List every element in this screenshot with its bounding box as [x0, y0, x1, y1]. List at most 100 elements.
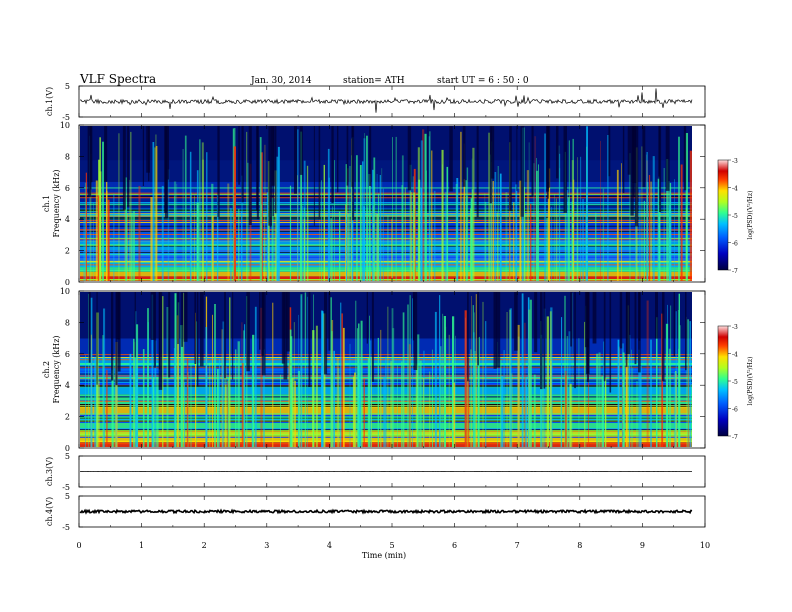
sferic-streak — [625, 360, 628, 447]
sferic-streak — [551, 206, 552, 281]
sferic-streak — [465, 180, 467, 281]
sferic-streak — [263, 215, 265, 281]
sferic-streak — [304, 292, 307, 447]
sferic-streak — [106, 370, 108, 447]
quiet-gap — [467, 292, 469, 382]
quiet-gap — [574, 292, 576, 389]
sferic-streak — [376, 174, 378, 281]
quiet-gap — [294, 126, 297, 194]
quiet-gap — [318, 126, 321, 220]
sferic-streak — [351, 138, 352, 281]
tone-line — [80, 400, 692, 402]
sferic-streak — [513, 202, 515, 281]
sferic-streak — [167, 356, 169, 447]
sferic-streak — [422, 377, 425, 447]
sferic-streak — [667, 181, 670, 281]
tone-line — [80, 222, 692, 223]
quiet-gap — [324, 292, 328, 375]
sferic-streak — [294, 380, 296, 447]
sferic-streak — [404, 187, 406, 281]
quiet-gap — [146, 126, 150, 173]
ch1-spectrogram-image — [80, 126, 692, 281]
sferic-streak — [432, 359, 433, 447]
ch1-colorbar — [717, 159, 729, 271]
sferic-streak — [578, 338, 580, 447]
sferic-streak — [595, 212, 597, 281]
y-axis-label: ch.1(V) — [45, 87, 54, 116]
sferic-streak — [306, 165, 309, 281]
quiet-gap — [625, 292, 628, 368]
no-data-area — [692, 292, 705, 447]
sferic-streak — [154, 340, 157, 447]
sferic-streak — [596, 353, 599, 447]
tone-line — [80, 378, 692, 380]
tone-line — [80, 432, 692, 434]
y-tick-label: -5 — [62, 483, 70, 492]
tone-line — [80, 234, 692, 235]
sferic-streak — [636, 381, 638, 447]
gap-line — [80, 210, 692, 211]
x-tick-label: 1 — [139, 541, 144, 550]
sferic-streak — [106, 190, 108, 281]
sferic-streak — [537, 210, 539, 281]
sferic-streak — [327, 148, 330, 281]
sferic-streak — [298, 314, 299, 447]
sferic-streak — [600, 140, 601, 281]
sferic-streak — [546, 316, 549, 447]
quiet-gap — [268, 126, 272, 226]
ch4-trace — [79, 508, 693, 515]
sferic-streak — [307, 296, 308, 447]
frequency-band — [80, 394, 692, 406]
tone-line — [80, 197, 692, 199]
x-tick-label: 4 — [327, 541, 332, 550]
sferic-streak — [206, 152, 208, 281]
sferic-streak — [360, 320, 363, 447]
sferic-streak — [566, 375, 568, 447]
sferic-streak — [585, 216, 587, 281]
sferic-streak — [484, 201, 487, 281]
sferic-streak — [428, 136, 430, 281]
x-tick-label: 0 — [76, 541, 81, 550]
gap-line — [80, 209, 692, 211]
sferic-streak — [150, 197, 153, 281]
sferic-streak — [209, 362, 211, 447]
sferic-streak — [333, 350, 335, 447]
tone-line — [80, 220, 692, 222]
sferic-streak — [272, 302, 274, 447]
quiet-gap — [659, 126, 662, 213]
sferic-streak — [621, 163, 622, 281]
colorbar-tick-label: -4 — [732, 186, 738, 193]
sferic-streak — [336, 357, 339, 447]
start-time-label: start UT = 6 : 50 : 0 — [437, 76, 529, 86]
sferic-streak — [334, 160, 335, 281]
sferic-streak — [678, 136, 680, 281]
sferic-streak — [544, 133, 546, 281]
sferic-streak — [182, 149, 184, 281]
sferic-streak — [689, 150, 692, 281]
sferic-streak — [668, 348, 671, 447]
tone-line — [80, 213, 692, 215]
sferic-streak — [528, 142, 530, 281]
y-tick-label: 5 — [65, 452, 70, 461]
tone-line — [80, 406, 692, 408]
sferic-streak — [420, 188, 422, 281]
sferic-streak — [383, 376, 386, 447]
sferic-streak — [509, 142, 511, 281]
quiet-gap — [630, 126, 634, 216]
sferic-streak — [564, 295, 566, 447]
sferic-streak — [274, 170, 277, 281]
sferic-streak — [689, 321, 691, 447]
sferic-streak — [558, 145, 560, 281]
sferic-streak — [441, 149, 444, 281]
sferic-streak — [524, 127, 525, 281]
sferic-streak — [152, 377, 155, 447]
sferic-streak — [673, 371, 676, 447]
sferic-streak — [658, 180, 660, 281]
sferic-streak — [94, 356, 97, 447]
sferic-streak — [114, 356, 116, 447]
sferic-streak — [232, 128, 235, 281]
sferic-streak — [472, 147, 475, 281]
sferic-streak — [135, 311, 137, 447]
quiet-gap — [427, 126, 429, 213]
gap-line — [80, 217, 692, 218]
